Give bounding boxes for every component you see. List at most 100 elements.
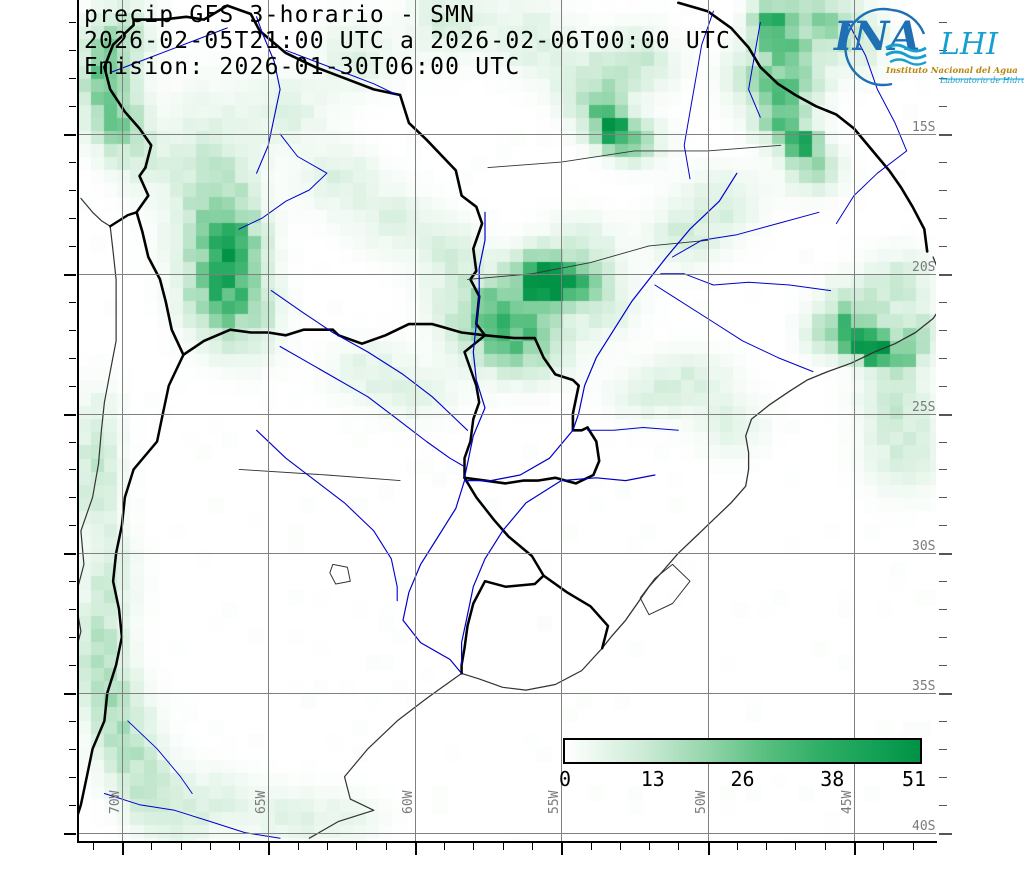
tick-lat-36S [69, 720, 76, 722]
colorbar-tick-13: 13 [640, 767, 665, 791]
colorbar-tick-0: 0 [559, 767, 572, 791]
tick-lat-24S [69, 385, 76, 387]
tick-lon-66W [239, 843, 241, 850]
tick-right-lat-18S [939, 217, 947, 219]
colorbar-tick-38: 38 [820, 767, 845, 791]
river-sao-francisco [835, 21, 908, 224]
lake-lagoa-dos-patos [639, 563, 691, 616]
axis-label-lat-30S: 30S [912, 539, 936, 555]
tick-lat-31S [69, 581, 76, 583]
tick-lat-15S [64, 134, 76, 137]
admin-line-a [467, 239, 709, 280]
title-line-product: precip GFS 3-horario - SMN [84, 2, 476, 28]
coastline-chile [78, 225, 117, 645]
tick-lon-62W [356, 843, 358, 850]
tick-right-lat-22S [939, 329, 947, 331]
tick-lon-45W [854, 843, 856, 855]
tick-right-lat-12S [939, 50, 947, 52]
tick-right-lat-28S [939, 497, 947, 499]
border-argentina-uruguay [460, 476, 545, 675]
tick-lon-70W [121, 843, 124, 855]
tick-lon-57W [502, 843, 504, 850]
coastline-rio-de-la-plata [308, 647, 603, 839]
tick-lat-29S [69, 525, 76, 527]
tick-lat-20S [64, 273, 76, 276]
tick-lat-21S [69, 301, 76, 303]
tick-right-lat-15S [939, 134, 952, 137]
tick-right-lat-39S [939, 804, 947, 806]
gridline-lat-30S [78, 553, 936, 555]
svg-text:Laboratorio de Hidrologia: Laboratorio de Hidrologia [939, 76, 1024, 85]
tick-right-lat-33S [939, 637, 947, 638]
river-guapore [285, 49, 398, 96]
tick-lat-19S [69, 245, 76, 247]
gridline-lon-45W [854, 0, 855, 841]
tick-right-lat-16S [939, 162, 947, 164]
svg-text:Instituto Nacional del Agua: Instituto Nacional del Agua [885, 66, 1018, 76]
tick-lat-26S [69, 441, 76, 443]
tick-lon-69W [151, 843, 153, 850]
title-line-valid-period: 2026-02-05T21:00 UTC a 2026-02-06T00:00 … [84, 28, 732, 54]
tick-lon-50W [707, 843, 710, 855]
tick-right-lat-14S [939, 106, 947, 108]
gridline-lon-50W [707, 0, 709, 841]
tick-lon-55W [561, 843, 564, 855]
border-bolivia-peru [103, 18, 153, 169]
tick-lat-17S [69, 190, 76, 191]
tick-lat-11S [69, 22, 76, 24]
tick-right-lat-24S [939, 385, 947, 387]
tick-lat-28S [69, 497, 76, 499]
tick-right-lat-30S [939, 553, 952, 556]
border-paraguay-brazil-e [483, 334, 589, 432]
river-grande-bolivia [238, 133, 328, 230]
admin-line-b [487, 144, 782, 169]
tick-lon-71W [92, 843, 94, 850]
tick-right-lat-37S [939, 748, 947, 750]
tick-lat-12S [69, 50, 76, 52]
axis-label-lat-40S: 40S [912, 818, 936, 834]
map-plot-area[interactable] [78, 0, 936, 841]
tick-lon-46W [824, 843, 826, 850]
river-bermejo [279, 345, 466, 468]
river-uruguay [461, 474, 656, 666]
tick-right-lat-34S [939, 665, 947, 666]
tick-lon-47W [795, 843, 797, 850]
coastline-peru [80, 197, 111, 227]
river-grande-br [660, 273, 832, 292]
tick-right-lat-11S [939, 22, 947, 24]
tick-lon-58W [473, 843, 475, 850]
coastline-brazil-se [601, 256, 936, 649]
tick-lat-32S [69, 609, 76, 611]
river-araguaia [683, 10, 714, 180]
axis-label-lat-25S: 25S [912, 399, 936, 415]
border-brazil-bolivia-paraguay [398, 93, 487, 337]
gridline-lon-55W [561, 0, 563, 841]
tick-lat-30S [64, 553, 76, 556]
gridline-lat-20S [78, 273, 936, 275]
chart-title-block: precip GFS 3-horario - SMN 2026-02-05T21… [84, 2, 731, 80]
tick-lon-49W [736, 843, 738, 850]
border-argentina-brazil [463, 426, 601, 485]
gridline-lat-35S [78, 692, 936, 694]
tick-lon-63W [326, 843, 328, 850]
axis-frame-left [77, 0, 79, 841]
border-peru-chile [109, 211, 138, 228]
geography-overlay [78, 1, 936, 839]
axis-frame-bottom [77, 841, 937, 843]
title-line-emission: Emision: 2026-01-30T06:00 UTC [84, 54, 521, 80]
tick-lon-52W [649, 843, 650, 850]
lake-mar-chiquita [329, 563, 351, 585]
tick-lon-44W [883, 843, 885, 850]
colorbar [563, 738, 922, 764]
gridline-lon-70W [121, 0, 123, 841]
river-madre-de-dios [109, 27, 228, 74]
tick-lon-67W [209, 843, 211, 850]
tick-lat-40S [64, 832, 76, 835]
tick-lat-34S [69, 665, 76, 666]
tick-right-lat-26S [939, 441, 947, 443]
border-bolivia-argentina [182, 328, 335, 357]
tick-lat-18S [69, 217, 76, 219]
gridline-lon-65W [268, 0, 270, 841]
border-paraguay-argentina-river [463, 334, 487, 480]
